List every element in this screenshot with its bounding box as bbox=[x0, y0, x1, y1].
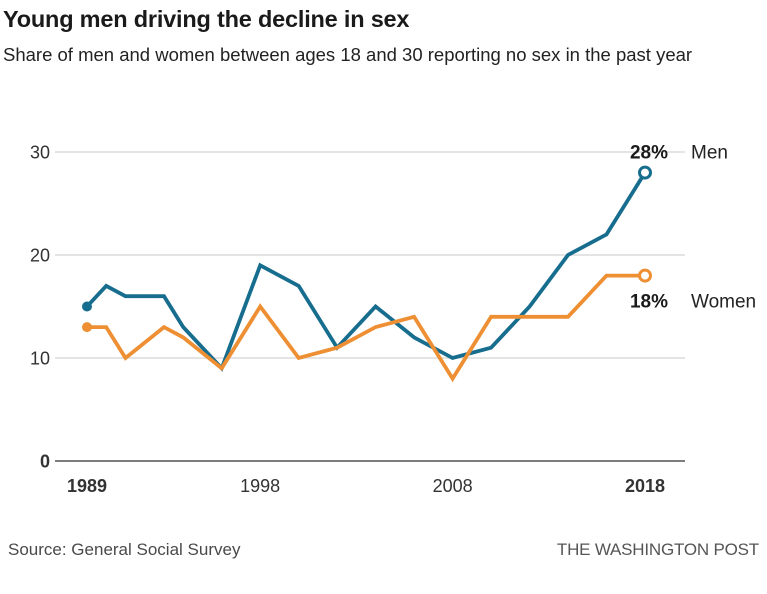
chart-title: Young men driving the decline in sex bbox=[3, 6, 410, 32]
x-tick-label-1989: 1989 bbox=[67, 476, 107, 496]
x-tick-label-2008: 2008 bbox=[433, 476, 473, 496]
men-series-label: Men bbox=[691, 143, 728, 164]
women-end-marker bbox=[638, 268, 652, 283]
chart-subtitle: Share of men and women between ages 18 a… bbox=[3, 44, 693, 65]
y-tick-label-30: 30 bbox=[30, 143, 50, 163]
men-end-marker bbox=[638, 165, 652, 180]
women-series-label: Women bbox=[691, 292, 756, 313]
chart-footer: Source: General Social Survey THE WASHIN… bbox=[8, 540, 759, 560]
y-tick-label-20: 20 bbox=[30, 246, 50, 266]
women-start-dot bbox=[82, 322, 92, 333]
men-value-label: 28% bbox=[630, 143, 668, 164]
y-tick-label-10: 10 bbox=[30, 349, 50, 369]
women-line bbox=[85, 273, 647, 383]
publisher-credit: THE WASHINGTON POST bbox=[556, 540, 759, 559]
y-tick-label-0: 0 bbox=[40, 452, 50, 472]
chart-header: Young men driving the decline in sex Sha… bbox=[3, 6, 763, 68]
source-note: Source: General Social Survey bbox=[8, 540, 241, 559]
men-start-dot bbox=[82, 301, 92, 312]
x-tick-label-2018: 2018 bbox=[625, 476, 665, 496]
x-tick-label-1998: 1998 bbox=[240, 476, 280, 496]
women-value-label: 18% bbox=[630, 292, 668, 313]
men-line bbox=[85, 170, 647, 372]
